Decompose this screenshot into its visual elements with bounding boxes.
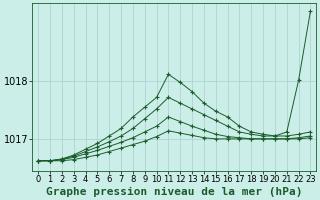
X-axis label: Graphe pression niveau de la mer (hPa): Graphe pression niveau de la mer (hPa): [46, 186, 303, 197]
